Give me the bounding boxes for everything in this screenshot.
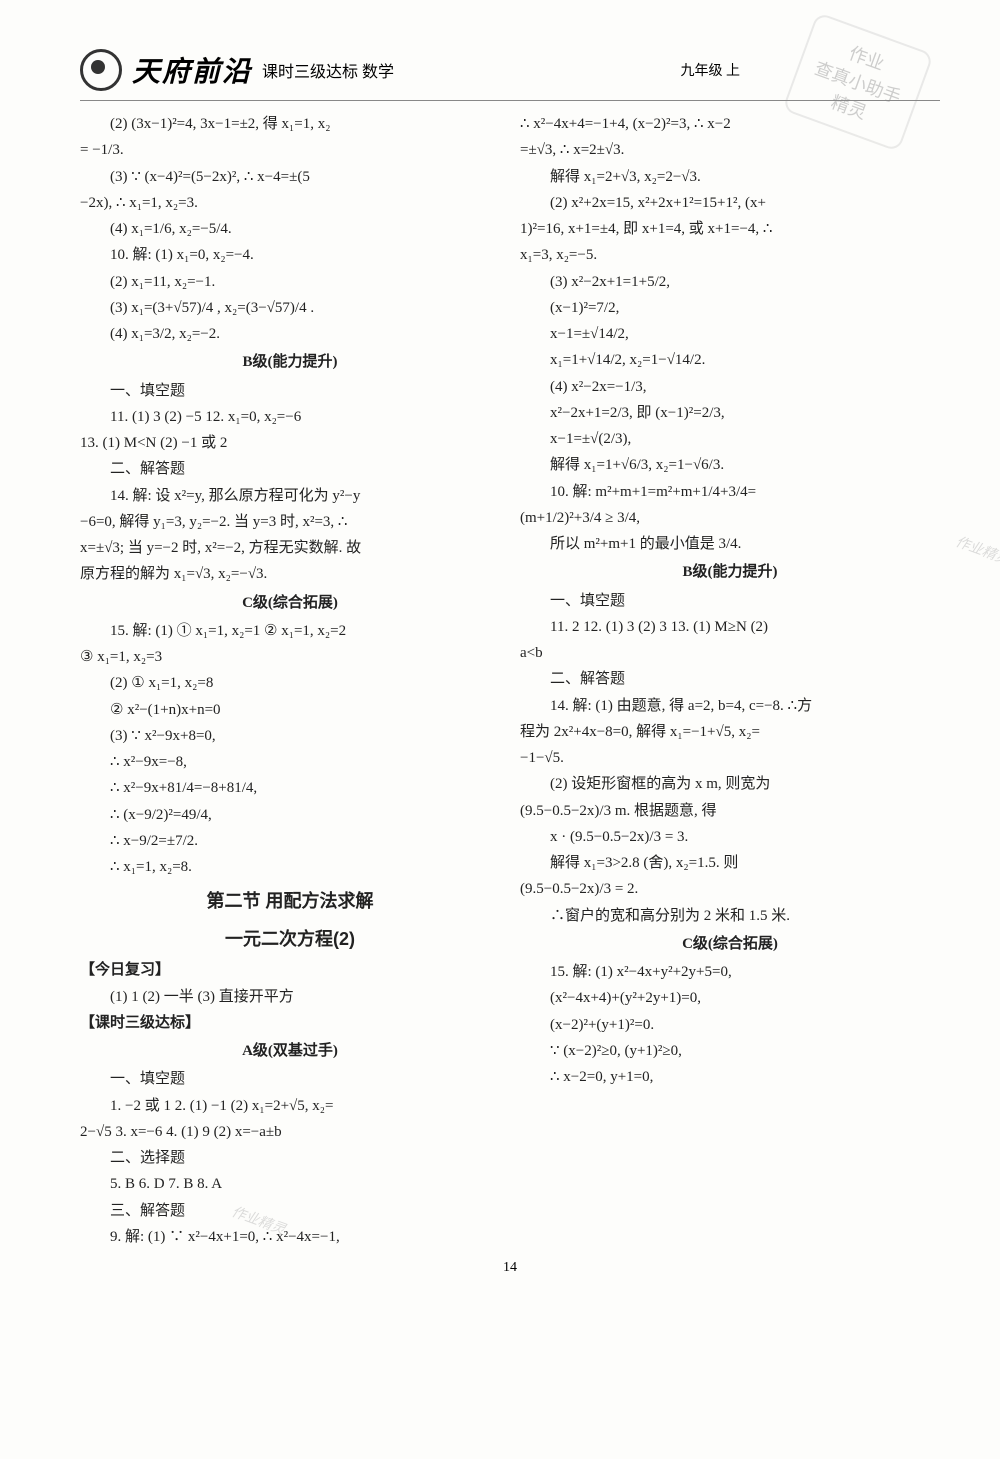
line: 程为 2x²+4x−8=0, 解得 x₁=−1+√5, x₂= [520,719,940,745]
line: 1)²=16, x+1=±4, 即 x+1=4, 或 x+1=−4, ∴ [520,216,940,242]
line: 15. 解: (1) x²−4x+y²+2y+5=0, [520,959,940,985]
line: (2) x²+2x=15, x²+2x+1²=15+1², (x+ [520,190,940,216]
line: (x−2)²+(y+1)²=0. [520,1012,940,1038]
line: 10. 解: m²+m+1=m²+m+1/4+3/4= [520,479,940,505]
line: (3) x₁=(3+√57)/4 , x₂=(3−√57)/4 . [80,295,500,321]
subheading-fill: 一、填空题 [80,1066,500,1092]
line: (x²−4x+4)+(y²+2y+1)=0, [520,985,940,1011]
subheading-fill: 一、填空题 [520,588,940,614]
line: (3) x²−2x+1=1+5/2, [520,269,940,295]
line: (2) x₁=11, x₂=−1. [80,269,500,295]
line: (4) x²−2x=−1/3, [520,374,940,400]
section-2-title-1: 第二节 用配方法求解 [80,886,500,918]
line: (9.5−0.5−2x)/3 m. 根据题意, 得 [520,798,940,824]
line: 11. 2 12. (1) 3 (2) 3 13. (1) M≥N (2) [520,614,940,640]
line: (9.5−0.5−2x)/3 = 2. [520,876,940,902]
line: ∴ x²−9x=−8, [80,749,500,775]
level-c-title: C级(综合拓展) [80,590,500,616]
line: ∴ x−2=0, y+1=0, [520,1064,940,1090]
standard-title: 【课时三级达标】 [80,1010,500,1036]
line: (2) 设矩形窗框的高为 x m, 则宽为 [520,771,940,797]
line: (3) ∵ (x−4)²=(5−2x)², ∴ x−4=±(5 [80,164,500,190]
line: 14. 解: 设 x²=y, 那么原方程可化为 y²−y [80,483,500,509]
page-number: 14 [80,1260,940,1276]
line: (4) x₁=1/6, x₂=−5/4. [80,216,500,242]
subheading-answer: 二、解答题 [520,666,940,692]
line: ② x²−(1+n)x+n=0 [80,697,500,723]
line: ∵ (x−2)²≥0, (y+1)²≥0, [520,1038,940,1064]
line: ③ x₁=1, x₂=3 [80,644,500,670]
line: ∴ x−9/2=±7/2. [80,828,500,854]
line: 解得 x₁=1+√6/3, x₂=1−√6/3. [520,452,940,478]
line: a<b [520,640,940,666]
level-b-title: B级(能力提升) [80,349,500,375]
line: 解得 x₁=2+√3, x₂=2−√3. [520,164,940,190]
level-c-title: C级(综合拓展) [520,931,940,957]
line: (3) ∵ x²−9x+8=0, [80,723,500,749]
line: ∴ x²−9x+81/4=−8+81/4, [80,775,500,801]
line: −2x), ∴ x₁=1, x₂=3. [80,190,500,216]
line: ∴ (x−9/2)²=49/4, [80,802,500,828]
line: 原方程的解为 x₁=√3, x₂=−√3. [80,561,500,587]
today-review-title: 【今日复习】 [80,957,500,983]
line: 5. B 6. D 7. B 8. A [80,1171,500,1197]
section-2-title-2: 一元二次方程(2) [80,924,500,956]
line: 9. 解: (1) ∵ x²−4x+1=0, ∴ x²−4x=−1, [80,1224,500,1250]
page-container: 作业 查真小助手 精灵 天府前沿 课时三级达标 数学 九年级 上 (2) (3x… [0,0,1000,1459]
line: (2) (3x−1)²=4, 3x−1=±2, 得 x₁=1, x₂ [80,111,500,137]
right-column: ∴ x²−4x+4=−1+4, (x−2)²=3, ∴ x−2 =±√3, ∴ … [520,111,940,1250]
line: 解得 x₁=3>2.8 (舍), x₂=1.5. 则 [520,850,940,876]
subheading-answer: 三、解答题 [80,1198,500,1224]
line: x−1=±√(2/3), [520,426,940,452]
subheading-fill: 一、填空题 [80,378,500,404]
line: x₁=3, x₂=−5. [520,242,940,268]
line: ∴ x₁=1, x₂=8. [80,854,500,880]
line: 10. 解: (1) x₁=0, x₂=−4. [80,242,500,268]
watermark: 作业精灵 [951,531,1000,573]
subheading-choice: 二、选择题 [80,1145,500,1171]
target-icon [80,49,122,91]
line: x=±√3; 当 y=−2 时, x²=−2, 方程无实数解. 故 [80,535,500,561]
line: 2−√5 3. x=−6 4. (1) 9 (2) x=−a±b [80,1119,500,1145]
line: 15. 解: (1) ① x₁=1, x₂=1 ② x₁=1, x₂=2 [80,618,500,644]
line: 11. (1) 3 (2) −5 12. x₁=0, x₂=−6 [80,404,500,430]
header-subtitle: 课时三级达标 数学 [262,58,394,82]
content-columns: (2) (3x−1)²=4, 3x−1=±2, 得 x₁=1, x₂ = −1/… [80,111,940,1250]
line: x · (9.5−0.5−2x)/3 = 3. [520,824,940,850]
left-column: (2) (3x−1)²=4, 3x−1=±2, 得 x₁=1, x₂ = −1/… [80,111,500,1250]
brand-title: 天府前沿 [132,50,252,90]
page-header: 天府前沿 课时三级达标 数学 九年级 上 [80,40,940,101]
line: 13. (1) M<N (2) −1 或 2 [80,430,500,456]
line: x²−2x+1=2/3, 即 (x−1)²=2/3, [520,400,940,426]
subheading-answer: 二、解答题 [80,456,500,482]
level-a-title: A级(双基过手) [80,1038,500,1064]
level-b-title: B级(能力提升) [520,559,940,585]
line: = −1/3. [80,137,500,163]
line: 所以 m²+m+1 的最小值是 3/4. [520,531,940,557]
line: 14. 解: (1) 由题意, 得 a=2, b=4, c=−8. ∴方 [520,693,940,719]
line: −6=0, 解得 y₁=3, y₂=−2. 当 y=3 时, x²=3, ∴ [80,509,500,535]
header-grade: 九年级 上 [681,60,741,80]
line: 1. −2 或 1 2. (1) −1 (2) x₁=2+√5, x₂= [80,1093,500,1119]
line: (2) ① x₁=1, x₂=8 [80,670,500,696]
line: (x−1)²=7/2, [520,295,940,321]
line: x₁=1+√14/2, x₂=1−√14/2. [520,347,940,373]
line: (1) 1 (2) 一半 (3) 直接开平方 [80,984,500,1010]
line: ∴窗户的宽和高分别为 2 米和 1.5 米. [520,903,940,929]
line: −1−√5. [520,745,940,771]
line: (4) x₁=3/2, x₂=−2. [80,321,500,347]
line: (m+1/2)²+3/4 ≥ 3/4, [520,505,940,531]
line: x−1=±√14/2, [520,321,940,347]
